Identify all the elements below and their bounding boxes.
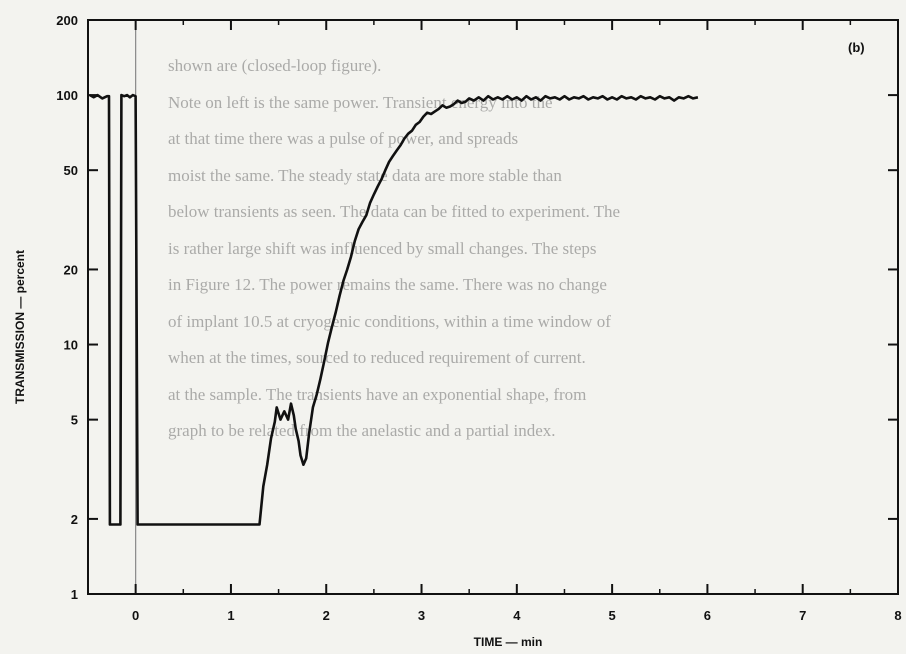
y-tick-label: 1	[71, 587, 78, 602]
y-tick-label: 100	[56, 88, 78, 103]
background-text-line: in Figure 12. The power remains the same…	[168, 275, 607, 294]
y-tick-label: 50	[64, 163, 78, 178]
plot-frame	[87, 19, 899, 595]
y-tick-label: 10	[64, 338, 78, 353]
y-tick-label: 5	[71, 413, 78, 428]
background-text-line: Note on left is the same power. Transien…	[168, 92, 553, 112]
x-axis-title: TIME — min	[474, 635, 543, 649]
background-text-line: shown are (closed-loop figure).	[168, 56, 382, 75]
background-text-line: is rather large shift was influenced by …	[168, 238, 597, 258]
y-axis-title: TRANSMISSION — percent	[13, 250, 27, 404]
x-tick-label: 5	[609, 608, 616, 623]
x-tick-label: 8	[894, 608, 901, 623]
background-text-line: moist the same. The steady state data ar…	[168, 165, 562, 185]
x-tick-label: 4	[513, 608, 521, 623]
background-text-block: shown are (closed-loop figure). Note on …	[168, 48, 898, 450]
background-text-line: of implant 10.5 at cryogenic conditions,…	[168, 311, 611, 331]
background-text-line: graph to be related from the anelastic a…	[168, 421, 556, 440]
x-tick-label: 2	[323, 608, 330, 623]
background-text-line: when at the times, sourced to reduced re…	[168, 348, 586, 367]
y-tick-label: 20	[64, 262, 78, 277]
x-tick-label: 6	[704, 608, 711, 623]
y-tick-label: 2	[71, 512, 78, 527]
x-tick-label: 7	[799, 608, 806, 623]
x-tick-label: 1	[227, 608, 234, 623]
x-tick-label: 0	[132, 608, 139, 623]
background-text-line: below transients as seen. The data can b…	[168, 202, 621, 221]
panel-label: (b)	[848, 40, 865, 55]
background-text-line: at the sample. The transients have an ex…	[168, 384, 587, 404]
transmission-series-line	[89, 93, 699, 526]
x-tick-label: 3	[418, 608, 425, 623]
y-tick-label: 200	[56, 13, 78, 28]
background-text-line: at that time there was a pulse of power,…	[168, 129, 519, 148]
